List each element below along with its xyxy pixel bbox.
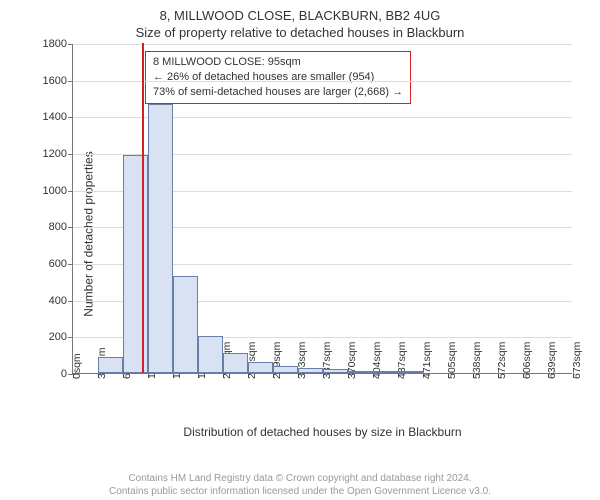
x-tick-label: 337sqm [321, 342, 333, 379]
x-tick-label: 471sqm [421, 342, 433, 379]
chart-container: Number of detached properties 8 MILLWOOD… [46, 44, 586, 424]
x-tick-label: 0sqm [71, 353, 83, 379]
histogram-bar [373, 371, 398, 373]
y-tick-label: 400 [49, 295, 73, 307]
histogram-bar [223, 353, 248, 373]
y-tick-label: 1800 [43, 38, 73, 50]
histogram-bar [323, 369, 348, 373]
annotation-line1: 8 MILLWOOD CLOSE: 95sqm [153, 55, 403, 70]
x-tick-label: 538sqm [471, 342, 483, 379]
plot-area: 8 MILLWOOD CLOSE: 95sqm ← 26% of detache… [72, 44, 572, 374]
y-tick-label: 800 [49, 221, 73, 233]
x-tick-label: 370sqm [346, 342, 358, 379]
x-axis-label: Distribution of detached houses by size … [73, 425, 572, 439]
annotation-box: 8 MILLWOOD CLOSE: 95sqm ← 26% of detache… [145, 51, 411, 104]
x-tick-label: 572sqm [496, 342, 508, 379]
y-tick-label: 1600 [43, 75, 73, 87]
y-tick-label: 1000 [43, 185, 73, 197]
x-tick-label: 639sqm [546, 342, 558, 379]
x-tick-label: 404sqm [371, 342, 383, 379]
histogram-bar [173, 276, 198, 373]
histogram-bar [248, 362, 273, 373]
histogram-bar [273, 366, 298, 373]
histogram-bar [98, 357, 123, 374]
histogram-bar [148, 104, 173, 374]
page-title-address: 8, MILLWOOD CLOSE, BLACKBURN, BB2 4UG [8, 8, 592, 23]
footer-line1: Contains HM Land Registry data © Crown c… [0, 473, 600, 486]
x-tick-label: 269sqm [271, 342, 283, 379]
annotation-line3: 73% of semi-detached houses are larger (… [153, 85, 403, 100]
y-tick-label: 200 [49, 331, 73, 343]
grid-line [73, 44, 572, 45]
annotation-line2: ← 26% of detached houses are smaller (95… [153, 70, 403, 85]
histogram-bar [398, 371, 423, 373]
footer-attribution: Contains HM Land Registry data © Crown c… [0, 473, 600, 498]
page-title-subtitle: Size of property relative to detached ho… [8, 25, 592, 40]
y-tick-label: 1200 [43, 148, 73, 160]
x-tick-label: 673sqm [571, 342, 583, 379]
histogram-bar [348, 371, 373, 373]
x-tick-label: 437sqm [396, 342, 408, 379]
x-tick-label: 303sqm [296, 342, 308, 379]
footer-line2: Contains public sector information licen… [0, 486, 600, 499]
histogram-bar [298, 368, 323, 374]
x-tick-label: 236sqm [246, 342, 258, 379]
x-tick-label: 505sqm [446, 342, 458, 379]
y-tick-label: 600 [49, 258, 73, 270]
x-tick-label: 606sqm [521, 342, 533, 379]
property-marker-line [142, 43, 144, 373]
y-tick-label: 1400 [43, 111, 73, 123]
histogram-bar [198, 336, 223, 373]
grid-line [73, 81, 572, 82]
